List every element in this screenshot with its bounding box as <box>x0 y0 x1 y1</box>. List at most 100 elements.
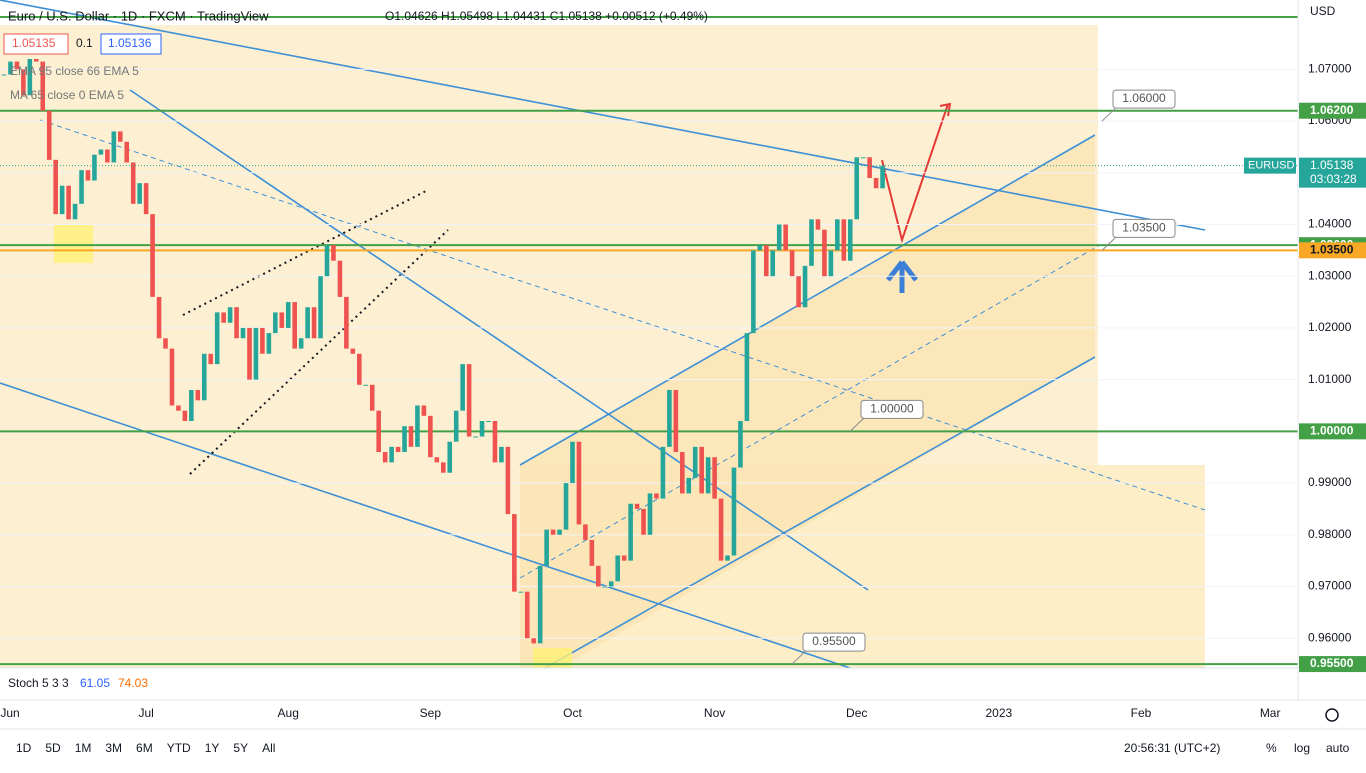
callout-label: 1.03500 <box>1122 221 1166 235</box>
candle <box>150 214 155 297</box>
candle <box>357 353 362 385</box>
range-button[interactable]: All <box>262 741 275 755</box>
candle <box>195 389 201 401</box>
candle <box>835 219 840 251</box>
candle <box>518 591 524 593</box>
clock: 20:56:31 (UTC+2) <box>1124 741 1220 755</box>
candle <box>563 483 569 530</box>
x-tick-label: Feb <box>1131 706 1152 720</box>
candle <box>460 364 465 411</box>
candle <box>550 529 556 535</box>
bid[interactable]: 1.05135 <box>12 36 56 50</box>
candle <box>718 498 724 561</box>
candle <box>105 149 110 163</box>
candle <box>124 141 130 163</box>
range-button[interactable]: 5D <box>45 741 61 755</box>
candle <box>143 183 149 215</box>
candle <box>583 524 588 540</box>
candle <box>169 348 175 406</box>
candle <box>434 457 440 463</box>
candle <box>234 307 239 339</box>
bid-box[interactable] <box>3 33 69 55</box>
y-tick-label: 1.07000 <box>1308 62 1352 76</box>
candle <box>389 446 394 463</box>
candle <box>363 384 369 386</box>
candle <box>111 131 117 163</box>
stoch-k: 61.05 <box>80 676 110 690</box>
candle <box>667 389 672 447</box>
level-tag-label: 1.06200 <box>1310 103 1354 117</box>
candle <box>505 446 511 515</box>
candle <box>311 307 317 339</box>
ask-box[interactable] <box>100 33 162 55</box>
candle <box>305 307 310 339</box>
candle <box>692 446 698 478</box>
candle <box>279 312 285 328</box>
candle <box>705 457 711 494</box>
candle <box>686 477 692 494</box>
candle <box>602 586 608 588</box>
range-button[interactable]: 1M <box>75 741 92 755</box>
ask[interactable]: 1.05136 <box>108 36 152 50</box>
wedge <box>182 189 449 475</box>
callout-box <box>860 399 924 419</box>
y-tick-label: 0.96000 <box>1308 630 1352 644</box>
candle <box>292 302 297 349</box>
up-arrow <box>886 260 918 293</box>
range-button[interactable]: 6M <box>136 741 153 755</box>
x-tick-label: Jul <box>138 706 153 720</box>
candle <box>318 276 323 339</box>
candle <box>776 224 782 251</box>
range-button[interactable]: 5Y <box>233 741 248 755</box>
percent[interactable]: % <box>1266 741 1277 755</box>
callout-box <box>1112 89 1176 109</box>
candle <box>628 503 633 561</box>
candle <box>789 250 795 277</box>
level-tag-label: 0.95500 <box>1310 656 1354 670</box>
candle <box>660 446 666 499</box>
candle <box>608 581 614 587</box>
y-tick-label: 0.99000 <box>1308 475 1352 489</box>
candle <box>92 154 97 181</box>
spread: 0.1 <box>76 36 93 50</box>
arrow-head <box>939 102 952 117</box>
candle <box>725 555 730 561</box>
currency[interactable]: USD <box>1310 4 1336 18</box>
x-tick-label: 2023 <box>985 706 1012 720</box>
candle <box>512 514 517 592</box>
candle <box>570 441 575 484</box>
candle <box>227 307 233 323</box>
candle <box>14 61 20 70</box>
y-tick-label: 1.02000 <box>1308 320 1352 334</box>
candle <box>557 529 562 535</box>
candle <box>240 327 246 339</box>
y-tick-label: 1.03000 <box>1308 268 1352 282</box>
symbol-tag <box>1244 157 1296 174</box>
range-button[interactable]: 1D <box>16 741 32 755</box>
candle <box>428 415 433 458</box>
candle <box>479 421 485 437</box>
auto[interactable]: auto <box>1326 741 1350 755</box>
candle <box>221 312 226 323</box>
candle <box>763 245 769 277</box>
candle <box>34 59 39 62</box>
x-tick-label: Aug <box>278 706 299 720</box>
candle <box>382 452 388 463</box>
range-button[interactable]: 1Y <box>205 741 220 755</box>
candle <box>176 405 181 411</box>
range-button[interactable]: 3M <box>105 741 122 755</box>
candle <box>712 457 717 499</box>
highlight <box>533 648 572 668</box>
candle <box>738 421 743 468</box>
level-tag-label: 1.00000 <box>1310 424 1354 438</box>
level-tag <box>1299 656 1366 673</box>
log[interactable]: log <box>1294 741 1310 755</box>
y-tick-label: 0.97000 <box>1308 579 1352 593</box>
settings[interactable] <box>1325 708 1339 722</box>
candle <box>137 183 142 204</box>
candle <box>395 446 401 453</box>
stoch-d: 74.03 <box>118 676 148 690</box>
range-button[interactable]: YTD <box>167 741 191 755</box>
candle <box>486 421 491 423</box>
x-tick-label: Nov <box>704 706 725 720</box>
